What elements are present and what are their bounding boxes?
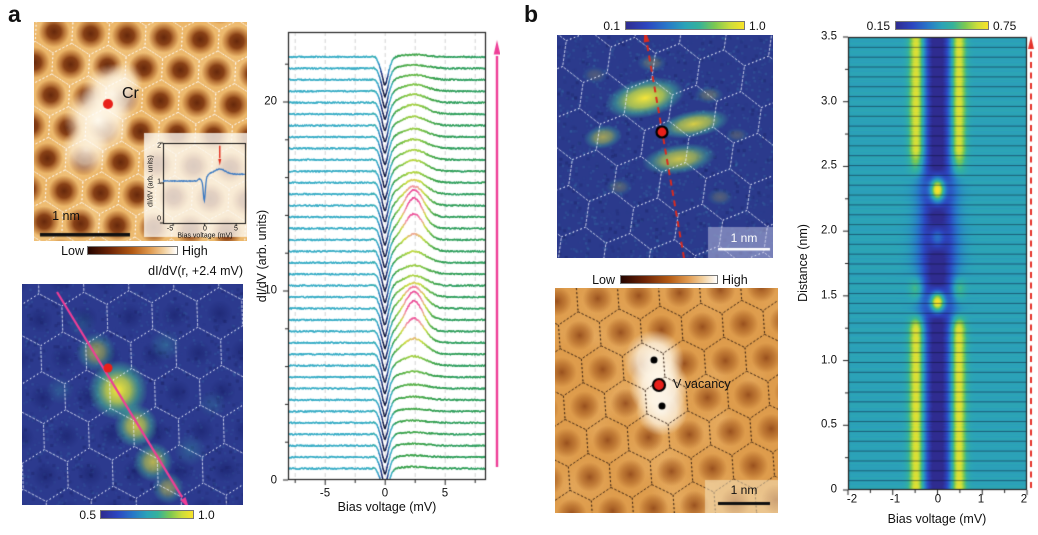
- map-b-scalebar-label: 1 nm: [730, 231, 758, 245]
- tick-label: 3.0: [821, 95, 837, 108]
- topo-b-scalebar-label: 1 nm: [730, 483, 758, 497]
- topo-b-colorbar-high-label: High: [722, 272, 748, 287]
- cr-label: Cr: [122, 85, 139, 102]
- tick-label: 1: [977, 493, 985, 506]
- didv-waterfall-plot: [280, 24, 500, 494]
- tick-label: 2: [1020, 493, 1028, 506]
- map-b-colorbar-max-label: 1.0: [749, 19, 766, 33]
- tick-label: -5: [319, 487, 331, 500]
- tick-label: 2: [157, 142, 161, 150]
- tick-label: 1.5: [821, 289, 837, 302]
- topo-a-colorbar-high-label: High: [182, 243, 208, 258]
- tick-label: -2: [846, 493, 858, 506]
- vacancy-label: V vacancy: [673, 376, 731, 391]
- tick-label: 2.0: [821, 224, 837, 237]
- map-b-colorbar: [625, 21, 745, 30]
- tick-label: -1: [889, 493, 901, 506]
- tick-label: -5: [166, 225, 174, 233]
- heatmap-y-axis-label: Distance (nm): [795, 224, 810, 302]
- tick-label: 5: [441, 487, 449, 500]
- map-b-colorbar-min-label: 0.1: [603, 19, 620, 33]
- tick-label: 20: [264, 95, 277, 108]
- didv-map-vacancy-image: [557, 35, 773, 258]
- tick-label: 0: [157, 215, 161, 223]
- topo-a-colorbar: [87, 246, 178, 255]
- topo-b-colorbar-low-label: Low: [592, 272, 615, 287]
- tick-label: 5: [234, 225, 238, 233]
- tick-label: 0: [830, 483, 837, 496]
- panel-b-label: b: [524, 1, 539, 27]
- panel-a-label: a: [8, 1, 21, 27]
- inset-x-axis-label: Bias voltage (mV): [177, 232, 233, 240]
- map-a-colorbar: [100, 510, 194, 519]
- stm-topography-cr-image: [34, 22, 247, 241]
- map-a-colorbar-max-label: 1.0: [198, 508, 215, 522]
- tick-label: 0: [934, 493, 942, 506]
- tick-label: 2.5: [821, 159, 837, 172]
- tick-label: 3.5: [821, 30, 837, 43]
- tick-label: 1: [157, 178, 161, 186]
- didv-linecut-heatmap: [840, 29, 1036, 498]
- tick-label: 0: [203, 225, 207, 233]
- inset-y-axis-label: dI/dV (arb. units): [147, 155, 155, 207]
- heatmap-x-axis-label: Bias voltage (mV): [887, 511, 987, 526]
- tick-label: 10: [264, 284, 277, 297]
- waterfall-x-axis-label: Bias voltage (mV): [337, 499, 437, 514]
- topo-a-scalebar-label: 1 nm: [52, 208, 80, 223]
- map-a-colorbar-min-label: 0.5: [79, 508, 96, 522]
- tick-label: 0: [381, 487, 389, 500]
- tick-label: 0: [270, 474, 277, 487]
- topo-b-colorbar: [620, 275, 718, 284]
- map-a-title: dI/dV(r, +2.4 mV): [148, 263, 243, 278]
- tick-label: 1.0: [821, 354, 837, 367]
- topo-a-colorbar-low-label: Low: [61, 243, 84, 258]
- stm-topography-vacancy-image: [555, 288, 778, 513]
- tick-label: 0.5: [821, 418, 837, 431]
- didv-map-cr-image: [22, 284, 243, 505]
